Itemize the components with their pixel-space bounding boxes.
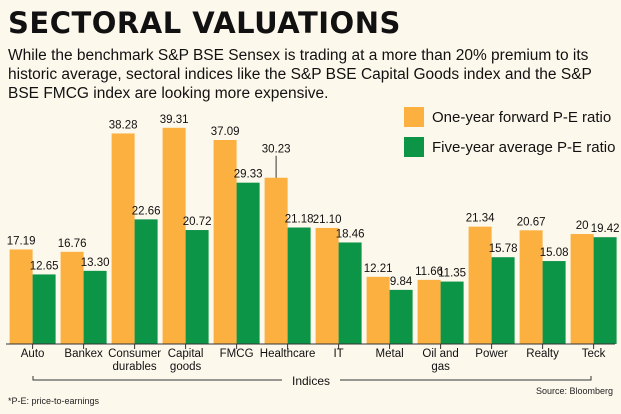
source-note: Source: Bloomberg: [535, 386, 613, 396]
category-label-realty: Realty: [526, 348, 559, 360]
value-label-average-consumer-durables: 22.66: [132, 205, 161, 217]
value-label-forward-healthcare: 30.23: [262, 144, 291, 156]
legend-entry-average: Five-year average P-E ratio: [404, 132, 615, 162]
bar-average-bankex: [83, 270, 107, 344]
category-label-it: IT: [333, 348, 343, 360]
bar-forward-realty: [519, 230, 543, 344]
value-label-average-bankex: 13.30: [81, 257, 110, 269]
bar-average-consumer-durables: [134, 219, 158, 344]
bar-forward-it: [315, 227, 339, 344]
legend-label-forward: One-year forward P-E ratio: [432, 108, 612, 126]
value-label-forward-it: 21.10: [313, 214, 342, 226]
value-label-forward-oil-and-gas: 11.66: [415, 266, 443, 278]
bar-average-oil-and-gas: [440, 281, 464, 344]
value-label-forward-consumer-durables: 38.28: [109, 119, 138, 131]
bar-forward-fmcg: [213, 140, 237, 344]
category-label-power: Power: [475, 348, 508, 360]
category-label-auto: Auto: [21, 348, 45, 360]
value-label-average-it: 18.46: [336, 228, 365, 240]
legend-swatch-average: [404, 137, 424, 157]
x-axis-label-backdrop: [282, 373, 340, 387]
legend-label-average: Five-year average P-E ratio: [432, 138, 616, 156]
value-label-forward-capital-goods: 39.31: [160, 114, 189, 126]
bar-forward-metal: [366, 276, 390, 344]
category-label-capital-goods-line2: goods: [170, 361, 202, 373]
legend: One-year forward P-E ratio Five-year ave…: [404, 102, 615, 162]
category-label-oil-and-gas-line2: gas: [431, 361, 450, 373]
legend-swatch-forward: [404, 107, 424, 127]
value-label-forward-fmcg: 37.09: [211, 126, 240, 138]
bar-forward-oil-and-gas: [417, 279, 441, 344]
bar-forward-auto: [9, 249, 33, 344]
bar-average-teck: [593, 237, 617, 344]
x-axis-label: Indices: [292, 374, 330, 388]
value-label-forward-teck: 20: [576, 220, 589, 232]
bars-layer: [9, 127, 617, 344]
value-label-average-auto: 12.65: [30, 260, 59, 272]
category-label-consumer-durables-line2: durables: [113, 361, 157, 373]
value-label-average-power: 15.78: [489, 243, 518, 255]
category-label-healthcare: Healthcare: [260, 348, 316, 360]
bar-average-power: [491, 257, 515, 344]
bar-average-metal: [389, 289, 413, 344]
value-label-forward-power: 21.34: [466, 213, 495, 225]
category-label-oil-and-gas: Oil and: [422, 348, 458, 360]
category-label-capital-goods: Capital: [168, 348, 204, 360]
bar-average-fmcg: [236, 182, 260, 344]
chart-title: SECTORAL VALUATIONS: [8, 6, 401, 40]
value-label-average-capital-goods: 20.72: [183, 216, 212, 228]
value-label-average-metal: 9.84: [390, 276, 413, 288]
bar-forward-teck: [570, 234, 594, 344]
chart-subtitle: While the benchmark S&P BSE Sensex is tr…: [8, 47, 592, 102]
bar-average-realty: [542, 261, 566, 344]
category-label-metal: Metal: [376, 348, 404, 360]
value-label-average-realty: 15.08: [540, 247, 569, 259]
value-label-average-healthcare: 21.18: [285, 214, 314, 226]
footnote: *P-E: price-to-earnings: [8, 396, 100, 406]
value-label-average-fmcg: 29.33: [234, 169, 263, 181]
labels-layer: 17.19 12.65 16.76 13.30 38.28 22.66 39.31 20.72…: [7, 114, 620, 288]
category-label-fmcg: FMCG: [220, 348, 254, 360]
bar-forward-healthcare: [264, 177, 288, 344]
category-label-teck: Teck: [582, 348, 606, 360]
bar-average-capital-goods: [185, 230, 209, 344]
bar-forward-capital-goods: [162, 127, 186, 344]
value-label-average-teck: 19.42: [591, 223, 620, 235]
bar-forward-bankex: [60, 251, 84, 344]
bar-forward-consumer-durables: [111, 133, 135, 344]
bar-average-healthcare: [287, 227, 311, 344]
category-label-bankex: Bankex: [64, 348, 103, 360]
bar-forward-power: [468, 226, 492, 344]
value-label-forward-bankex: 16.76: [58, 238, 87, 250]
category-label-consumer-durables: Consumer: [108, 348, 161, 360]
bar-average-auto: [32, 274, 56, 344]
value-label-forward-metal: 12.21: [364, 263, 393, 275]
value-label-forward-auto: 17.19: [7, 235, 36, 247]
legend-entry-forward: One-year forward P-E ratio: [404, 102, 615, 132]
value-label-average-oil-and-gas: 11.35: [438, 268, 466, 280]
value-label-forward-realty: 20.67: [517, 216, 546, 228]
bar-average-it: [338, 242, 362, 344]
